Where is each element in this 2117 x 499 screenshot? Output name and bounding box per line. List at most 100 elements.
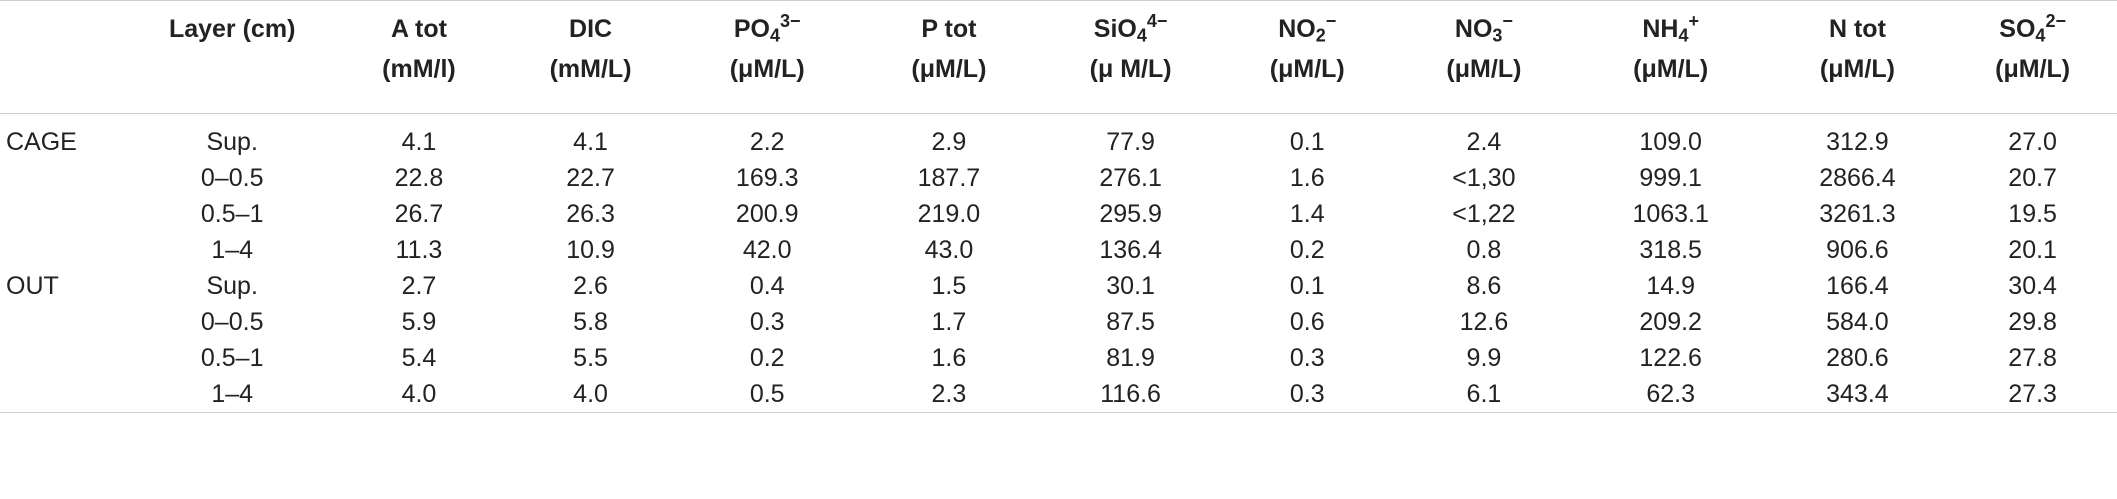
cell-no2: 1.4 [1289, 199, 1325, 228]
cell-group [0, 232, 131, 268]
header-po4-base: PO [733, 15, 770, 43]
cell-group: CAGE [6, 127, 77, 156]
cell-atot: 5.9 [401, 307, 437, 336]
cell-layer: 0.5–1 [200, 343, 264, 372]
cell-po4: 2.2 [749, 127, 785, 156]
cell-nh4: 14.9 [1646, 271, 1696, 300]
cell-no2: 0.2 [1289, 235, 1325, 264]
header-ntot-unit: (μM/L) [1819, 55, 1895, 83]
table-row: 0–0.5 22.8 22.7 169.3 187.7 276.1 1.6 <1,30 999.… [0, 160, 2117, 196]
header-sio4-sub: 4 [1136, 25, 1147, 46]
table-header: Layer (cm) A tot DIC PO43− P tot SiO44− … [0, 0, 2117, 114]
cell-no2: 0.3 [1289, 343, 1325, 372]
table-row: 1–4 4.0 4.0 0.5 2.3 116.6 0.3 6.1 62.3 343.4 27.3 [0, 376, 2117, 413]
cell-no3: 12.6 [1459, 307, 1509, 336]
cell-ntot: 280.6 [1826, 343, 1889, 372]
table-row: 0.5–1 5.4 5.5 0.2 1.6 81.9 0.3 9.9 122.6 280.6 27.… [0, 340, 2117, 376]
cell-po4: 42.0 [742, 235, 792, 264]
cell-no3: 2.4 [1466, 127, 1502, 156]
cell-atot: 11.3 [395, 235, 443, 264]
cell-ntot: 906.6 [1826, 235, 1889, 264]
cell-group [0, 196, 131, 232]
cell-no3: 9.9 [1466, 343, 1502, 372]
cell-layer: 0–0.5 [200, 163, 264, 192]
cell-po4: 0.4 [749, 271, 785, 300]
header-no3-unit: (μM/L) [1446, 55, 1522, 83]
cell-so4: 29.8 [2008, 307, 2057, 336]
cell-nh4: 1063.1 [1632, 199, 1709, 228]
cell-dic: 26.3 [566, 199, 615, 228]
cell-so4: 20.7 [2008, 163, 2057, 192]
table-body: CAGE Sup. 4.1 4.1 2.2 2.9 77.9 0.1 2.4 109.0 312.9… [0, 114, 2117, 413]
cell-sio4: 276.1 [1099, 163, 1162, 192]
cell-ptot: 1.6 [931, 343, 967, 372]
header-nh4-base: NH [1642, 15, 1679, 43]
cell-no2: 0.6 [1289, 307, 1325, 336]
cell-so4: 20.1 [2008, 235, 2057, 264]
cell-sio4: 30.1 [1106, 271, 1155, 300]
table-row: 1–4 11.3 10.9 42.0 43.0 136.4 0.2 0.8 318.5 906.6… [0, 232, 2117, 268]
header-sio4: SiO44− [1040, 1, 1222, 56]
cell-no2: 0.3 [1289, 379, 1325, 408]
header-so4-unit: (μM/L) [1995, 55, 2071, 83]
cell-nh4: 62.3 [1646, 379, 1696, 408]
cell-sio4: 295.9 [1099, 199, 1162, 228]
header-sio4-sup: 4− [1146, 11, 1168, 32]
header-so4-sub: 4 [2035, 25, 2046, 46]
header-no2-base: NO [1278, 15, 1316, 43]
table-row: CAGE Sup. 4.1 4.1 2.2 2.9 77.9 0.1 2.4 109.0 312.9… [0, 114, 2117, 161]
cell-nh4: 109.0 [1639, 127, 1702, 156]
header-atot: A tot [390, 15, 447, 43]
header-no2: NO2− [1221, 1, 1393, 56]
header-nh4-sup: + [1688, 11, 1699, 32]
cell-atot: 4.0 [401, 379, 437, 408]
cell-no3: <1,30 [1452, 163, 1516, 192]
cell-po4: 0.3 [749, 307, 785, 336]
cell-so4: 27.0 [2008, 127, 2057, 156]
cell-ptot: 43.0 [924, 235, 974, 264]
cell-layer: 0.5–1 [200, 199, 264, 228]
cell-so4: 19.5 [2008, 199, 2057, 228]
cell-ntot: 166.4 [1826, 271, 1889, 300]
cell-dic: 4.0 [573, 379, 608, 408]
data-table: Layer (cm) A tot DIC PO43− P tot SiO44− … [0, 0, 2117, 413]
header-nh4-unit: (μM/L) [1633, 55, 1709, 83]
cell-layer: Sup. [206, 271, 258, 300]
cell-ntot: 584.0 [1826, 307, 1889, 336]
cell-ntot: 343.4 [1826, 379, 1889, 408]
cell-sio4: 77.9 [1106, 127, 1155, 156]
cell-po4: 200.9 [735, 199, 799, 228]
header-po4: PO43− [676, 1, 858, 56]
header-no3-sub: 3 [1492, 25, 1503, 46]
header-no3-sup: − [1502, 11, 1513, 32]
header-dic-unit: (mM/L) [549, 55, 632, 83]
header-sio4-unit: (μ M/L) [1089, 55, 1172, 83]
cell-po4: 169.3 [735, 163, 799, 192]
cell-sio4: 81.9 [1106, 343, 1155, 372]
cell-sio4: 87.5 [1106, 307, 1155, 336]
header-so4-sup: 2− [2045, 11, 2066, 32]
cell-ptot: 219.0 [917, 199, 981, 228]
cell-no2: 1.6 [1289, 163, 1325, 192]
cell-nh4: 318.5 [1639, 235, 1702, 264]
cell-atot: 4.1 [401, 127, 437, 156]
header-no2-sup: − [1325, 11, 1337, 32]
cell-layer: 1–4 [211, 379, 254, 408]
header-no2-unit: (μM/L) [1269, 55, 1345, 83]
table-row: OUT Sup. 2.7 2.6 0.4 1.5 30.1 0.1 8.6 14.9 166.4 30… [0, 268, 2117, 304]
cell-po4: 0.2 [749, 343, 785, 372]
cell-dic: 5.5 [573, 343, 608, 372]
header-nh4-sub: 4 [1678, 25, 1689, 46]
header-no3-base: NO [1454, 15, 1493, 43]
header-ptot: P tot [921, 15, 977, 43]
cell-nh4: 999.1 [1639, 163, 1702, 192]
header-sio4-base: SiO [1093, 15, 1137, 43]
cell-sio4: 116.6 [1100, 379, 1161, 408]
cell-ptot: 2.9 [931, 127, 967, 156]
header-ntot: N tot [1828, 15, 1886, 43]
cell-dic: 2.6 [573, 271, 608, 300]
cell-so4: 27.3 [2008, 379, 2057, 408]
header-ptot-unit: (μM/L) [911, 55, 987, 83]
cell-so4: 30.4 [2008, 271, 2057, 300]
